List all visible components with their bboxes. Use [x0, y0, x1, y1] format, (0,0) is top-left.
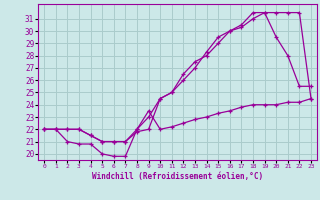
X-axis label: Windchill (Refroidissement éolien,°C): Windchill (Refroidissement éolien,°C): [92, 172, 263, 181]
